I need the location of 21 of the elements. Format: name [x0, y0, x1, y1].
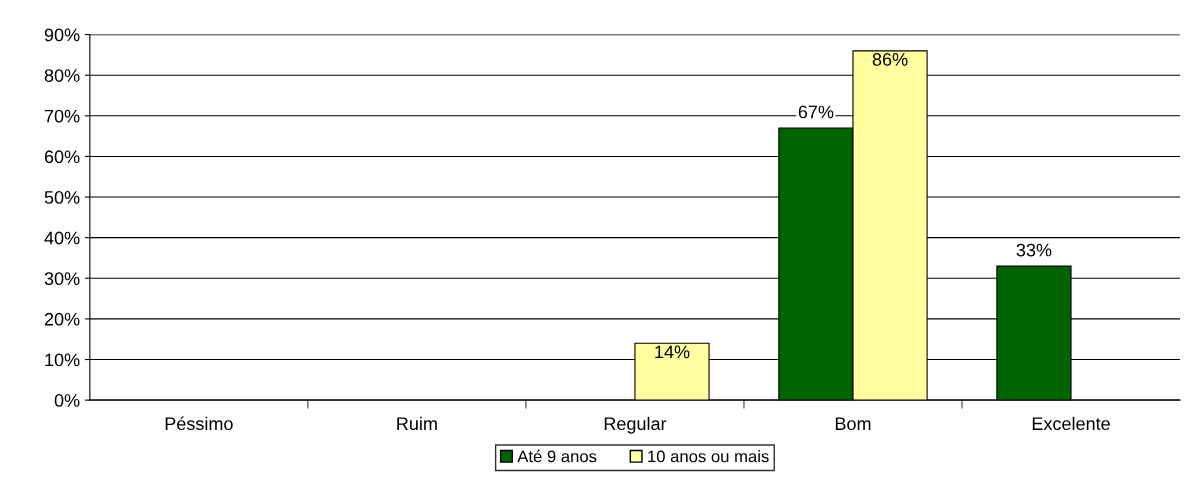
legend-label: 10 anos ou mais — [648, 450, 769, 463]
legend-label: Até 9 anos — [517, 449, 597, 463]
y-tick-label: 90% — [44, 28, 80, 42]
data-label: 86% — [872, 53, 908, 66]
y-tick-label: 0% — [54, 394, 80, 407]
data-label: 14% — [655, 345, 690, 359]
x-tick-label: Regular — [604, 416, 667, 434]
y-tick-label: 30% — [44, 272, 80, 286]
x-tick-label: Bom — [835, 417, 871, 431]
y-tick-label: 60% — [44, 150, 80, 164]
y-tick-label: 10% — [45, 353, 80, 367]
x-tick-label: Ruim — [397, 416, 437, 431]
x-tick-label: Péssimo — [165, 416, 233, 431]
data-label: 33% — [1016, 243, 1052, 257]
y-tick-label: 40% — [44, 231, 80, 245]
y-tick-label: 50% — [44, 190, 80, 204]
y-tick-label: 80% — [44, 69, 80, 82]
x-tick-label: Excelente — [1032, 416, 1110, 431]
data-label: 67% — [798, 105, 834, 119]
y-tick-label: 70% — [44, 109, 80, 123]
y-tick-label: 20% — [44, 312, 80, 326]
